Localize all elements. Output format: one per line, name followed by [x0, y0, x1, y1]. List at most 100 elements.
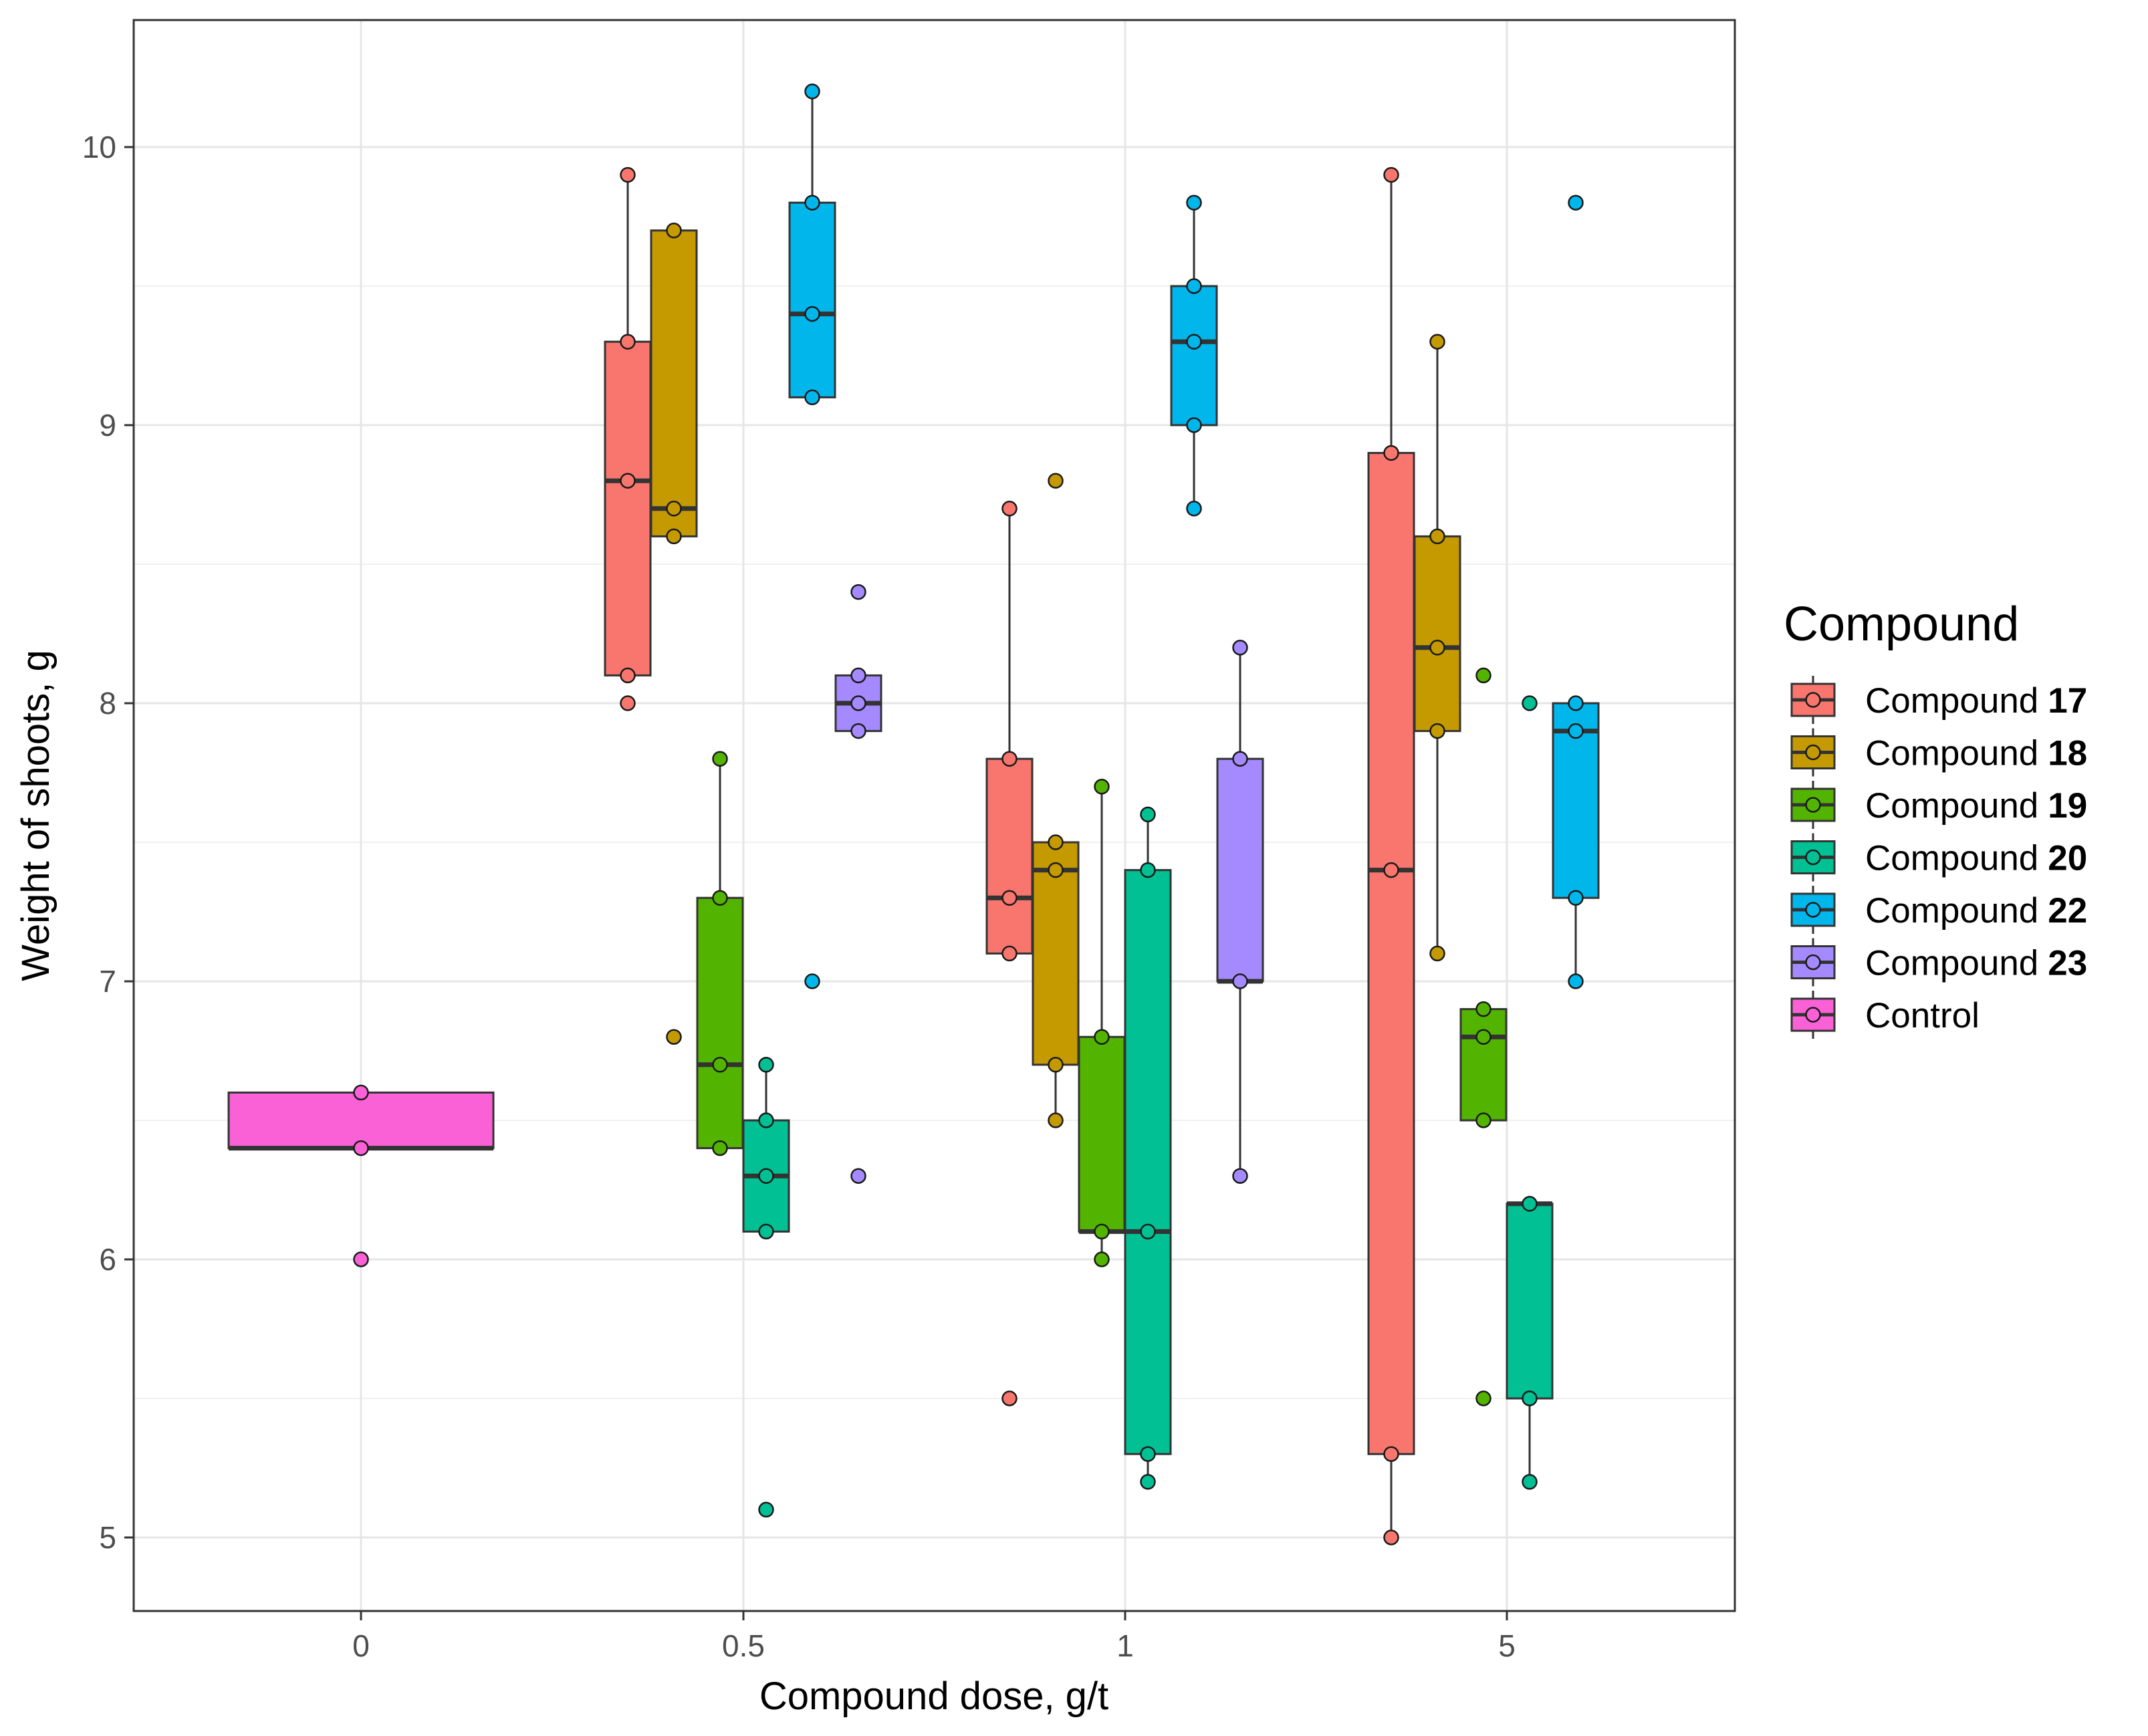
box-iqr [1124, 869, 1172, 1455]
legend-label: Compound 17 [1865, 681, 2087, 721]
data-point [1522, 1196, 1538, 1212]
data-point [620, 473, 636, 489]
box-iqr [696, 896, 744, 1150]
box-compound-20-dose-1 [1124, 814, 1172, 1482]
box-iqr [1506, 1203, 1554, 1400]
data-point [620, 166, 636, 183]
data-point [1001, 501, 1018, 517]
x-axis: 0 0.5 1 5 [352, 1611, 1516, 1663]
box-compound-18-dose-5 [1413, 342, 1461, 954]
data-point [1429, 334, 1445, 350]
data-point [353, 1084, 369, 1101]
data-point [1232, 973, 1248, 989]
data-point [1475, 1390, 1491, 1406]
legend-label: Compound 22 [1865, 891, 2087, 931]
legend-label-number: 22 [2048, 891, 2087, 931]
legend-title: Compound [1784, 598, 2019, 651]
data-point [1232, 1168, 1248, 1184]
data-point [804, 389, 820, 406]
data-point [1232, 751, 1248, 767]
box-iqr [1078, 1035, 1126, 1233]
box-compound-22-dose-0.5 [788, 91, 836, 398]
y-axis: 5 6 7 8 9 10 [82, 130, 134, 1555]
data-point [1048, 862, 1064, 878]
data-point [1568, 723, 1584, 739]
legend-item: Compound 20 [1790, 833, 2087, 882]
box-compound-18-dose-1 [1032, 841, 1080, 1120]
data-point [1568, 973, 1584, 989]
box-iqr [1032, 841, 1080, 1066]
legend-label-prefix: Compound [1865, 839, 2038, 878]
legend-item: Compound 17 [1790, 676, 2087, 724]
data-point [850, 1168, 866, 1184]
data-point [1048, 473, 1064, 489]
box-compound-20-dose-5 [1506, 1201, 1554, 1482]
data-point [1568, 890, 1584, 906]
data-point [1429, 528, 1445, 545]
data-point [666, 223, 682, 239]
data-point [758, 1501, 774, 1518]
data-points [353, 84, 1584, 1545]
legend-label-number: 19 [2048, 786, 2087, 826]
data-point [1186, 501, 1202, 517]
data-point [804, 84, 820, 100]
data-point [712, 1140, 728, 1156]
data-point [1048, 1057, 1064, 1073]
data-point [620, 334, 636, 350]
data-point [620, 695, 636, 711]
legend-label-number: 18 [2048, 734, 2087, 773]
data-point [666, 1029, 682, 1045]
data-point [1429, 723, 1445, 739]
data-point [1140, 806, 1156, 823]
data-point [1383, 445, 1399, 461]
legend-key-point [1805, 744, 1821, 761]
box-compound-23-dose-1 [1216, 647, 1264, 1176]
data-point [1001, 945, 1018, 962]
legend-key-point [1805, 797, 1821, 813]
data-point [1475, 667, 1491, 684]
data-point [1186, 278, 1202, 294]
y-tick-label: 9 [99, 408, 116, 443]
box-iqr [1367, 452, 1415, 1455]
x-tick-label: 0 [352, 1628, 370, 1663]
y-tick-label: 5 [99, 1520, 116, 1555]
data-point [850, 667, 866, 684]
data-point [1048, 1112, 1064, 1128]
legend-key-point [1805, 902, 1821, 918]
legend-item: Compound 23 [1790, 938, 2087, 987]
data-point [1429, 945, 1445, 962]
data-point [1522, 1474, 1538, 1490]
data-point [1429, 640, 1445, 656]
data-point [804, 195, 820, 211]
legend-label-number: 20 [2048, 839, 2087, 878]
box-compound-19-dose-1 [1078, 786, 1126, 1259]
legend-label-prefix: Compound [1865, 944, 2038, 983]
box-iqr [788, 201, 836, 398]
legend-label-prefix: Compound [1865, 734, 2038, 773]
gridlines [134, 20, 1735, 1611]
y-tick-label: 10 [82, 130, 116, 164]
data-point [1094, 1251, 1110, 1267]
data-point [666, 501, 682, 517]
y-axis-title: Weight of shoots, g [14, 650, 57, 981]
data-point [1140, 1446, 1156, 1462]
data-point [712, 1057, 728, 1073]
data-point [850, 695, 866, 711]
data-point [1048, 834, 1064, 850]
legend-label-number: 23 [2048, 944, 2087, 983]
legend-item: Compound 19 [1790, 781, 2087, 829]
legend-key-point [1805, 692, 1821, 708]
data-point [1094, 779, 1110, 795]
x-tick-label: 0.5 [722, 1628, 765, 1663]
box-compound-17-dose-5 [1367, 174, 1415, 1537]
data-point [758, 1223, 774, 1240]
data-point [1383, 1529, 1399, 1545]
legend-label-prefix: Compound [1865, 891, 2038, 931]
legend-key-point [1805, 849, 1821, 866]
legend-label: Compound 19 [1865, 786, 2087, 826]
legend-label-prefix: Compound [1865, 786, 2038, 826]
data-point [1001, 1390, 1018, 1406]
data-point [1475, 1029, 1491, 1045]
data-point [1140, 1474, 1156, 1490]
